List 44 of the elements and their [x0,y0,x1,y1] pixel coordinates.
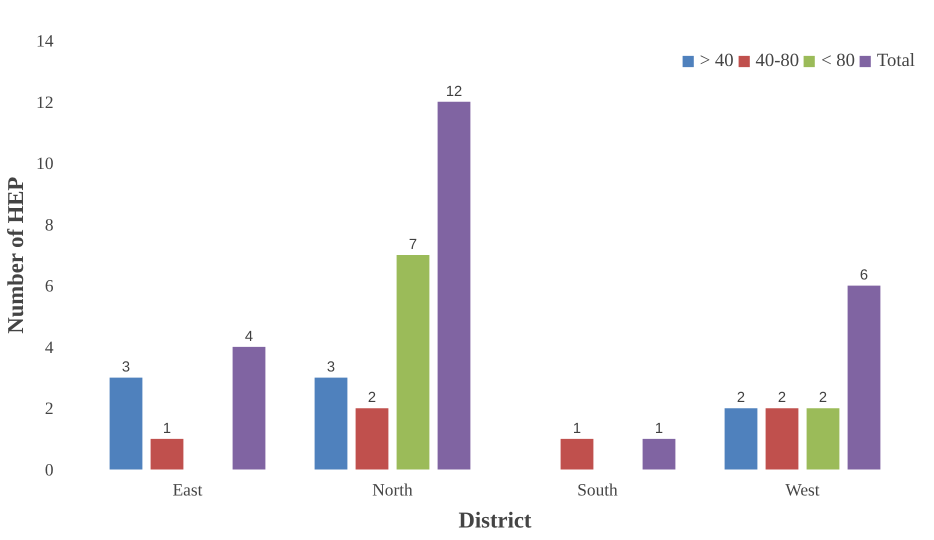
bar [806,408,840,470]
data-label: 6 [860,268,868,284]
bar [110,378,142,470]
y-tick-label: 2 [44,399,54,418]
data-label: 2 [736,390,746,406]
data-label: 3 [122,360,130,376]
y-tick-label: 8 [44,215,54,234]
bar [560,438,594,470]
legend-label: Total [876,50,915,72]
data-label: 1 [162,420,172,437]
bar [438,102,470,470]
data-label: 1 [572,420,582,437]
bar [642,438,676,470]
y-tick-label: 6 [44,276,54,296]
y-tick-label: 12 [36,92,54,112]
data-label: 4 [244,328,254,345]
x-tick-label: South [577,480,618,500]
y-tick-label: 10 [36,154,54,174]
data-label: 7 [408,237,418,253]
data-label: 3 [326,360,336,376]
legend-label: 40-80 [756,50,800,72]
legend-label: < 80 [821,50,855,72]
y-tick-label: 4 [44,338,54,357]
data-label: 2 [818,390,828,406]
bar [724,408,758,470]
bar [232,346,266,470]
data-label: 1 [654,420,664,437]
bar [314,378,348,470]
legend-label: > 40 [700,50,734,72]
bar [848,286,880,470]
bar [396,255,430,470]
x-tick-label: West [785,480,820,500]
data-label: 2 [368,390,376,406]
x-tick-label: East [172,480,203,500]
data-label: 2 [778,390,786,406]
y-tick-label: 0 [44,460,54,480]
x-axis-title: District [458,508,532,532]
y-axis-title: Number of HEP [3,176,28,334]
y-tick-label: 14 [36,32,54,50]
bar [150,438,184,470]
bar [356,408,388,470]
x-tick-label: North [372,480,414,500]
data-label: 12 [446,84,462,100]
bar [766,408,798,470]
